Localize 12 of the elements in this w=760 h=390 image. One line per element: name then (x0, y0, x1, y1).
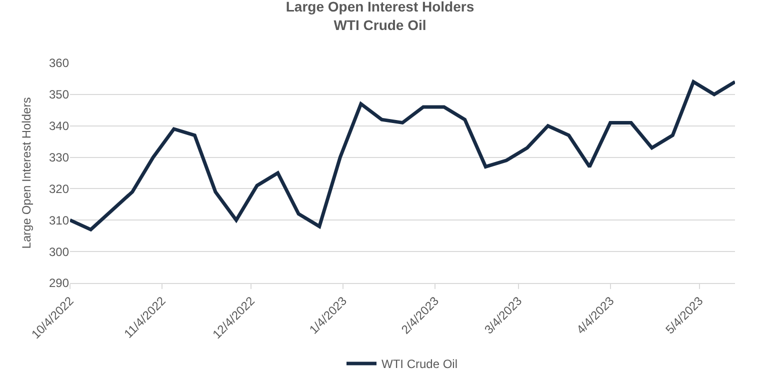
y-tick-label: 300 (48, 244, 70, 259)
y-tick-label: 340 (48, 119, 70, 134)
y-tick-label: 310 (48, 213, 70, 228)
legend-label: WTI Crude Oil (382, 357, 458, 372)
chart-title: Large Open Interest Holders WTI Crude Oil (286, 0, 474, 33)
y-tick-label: 330 (48, 150, 70, 164)
line-series (70, 80, 735, 232)
y-tick-label: 360 (48, 56, 70, 70)
y-tick-label: 290 (48, 276, 70, 290)
y-tick-label: 320 (48, 182, 70, 196)
y-tick-label: 350 (48, 88, 70, 102)
y-axis-title: Large Open Interest Holders (19, 97, 34, 249)
